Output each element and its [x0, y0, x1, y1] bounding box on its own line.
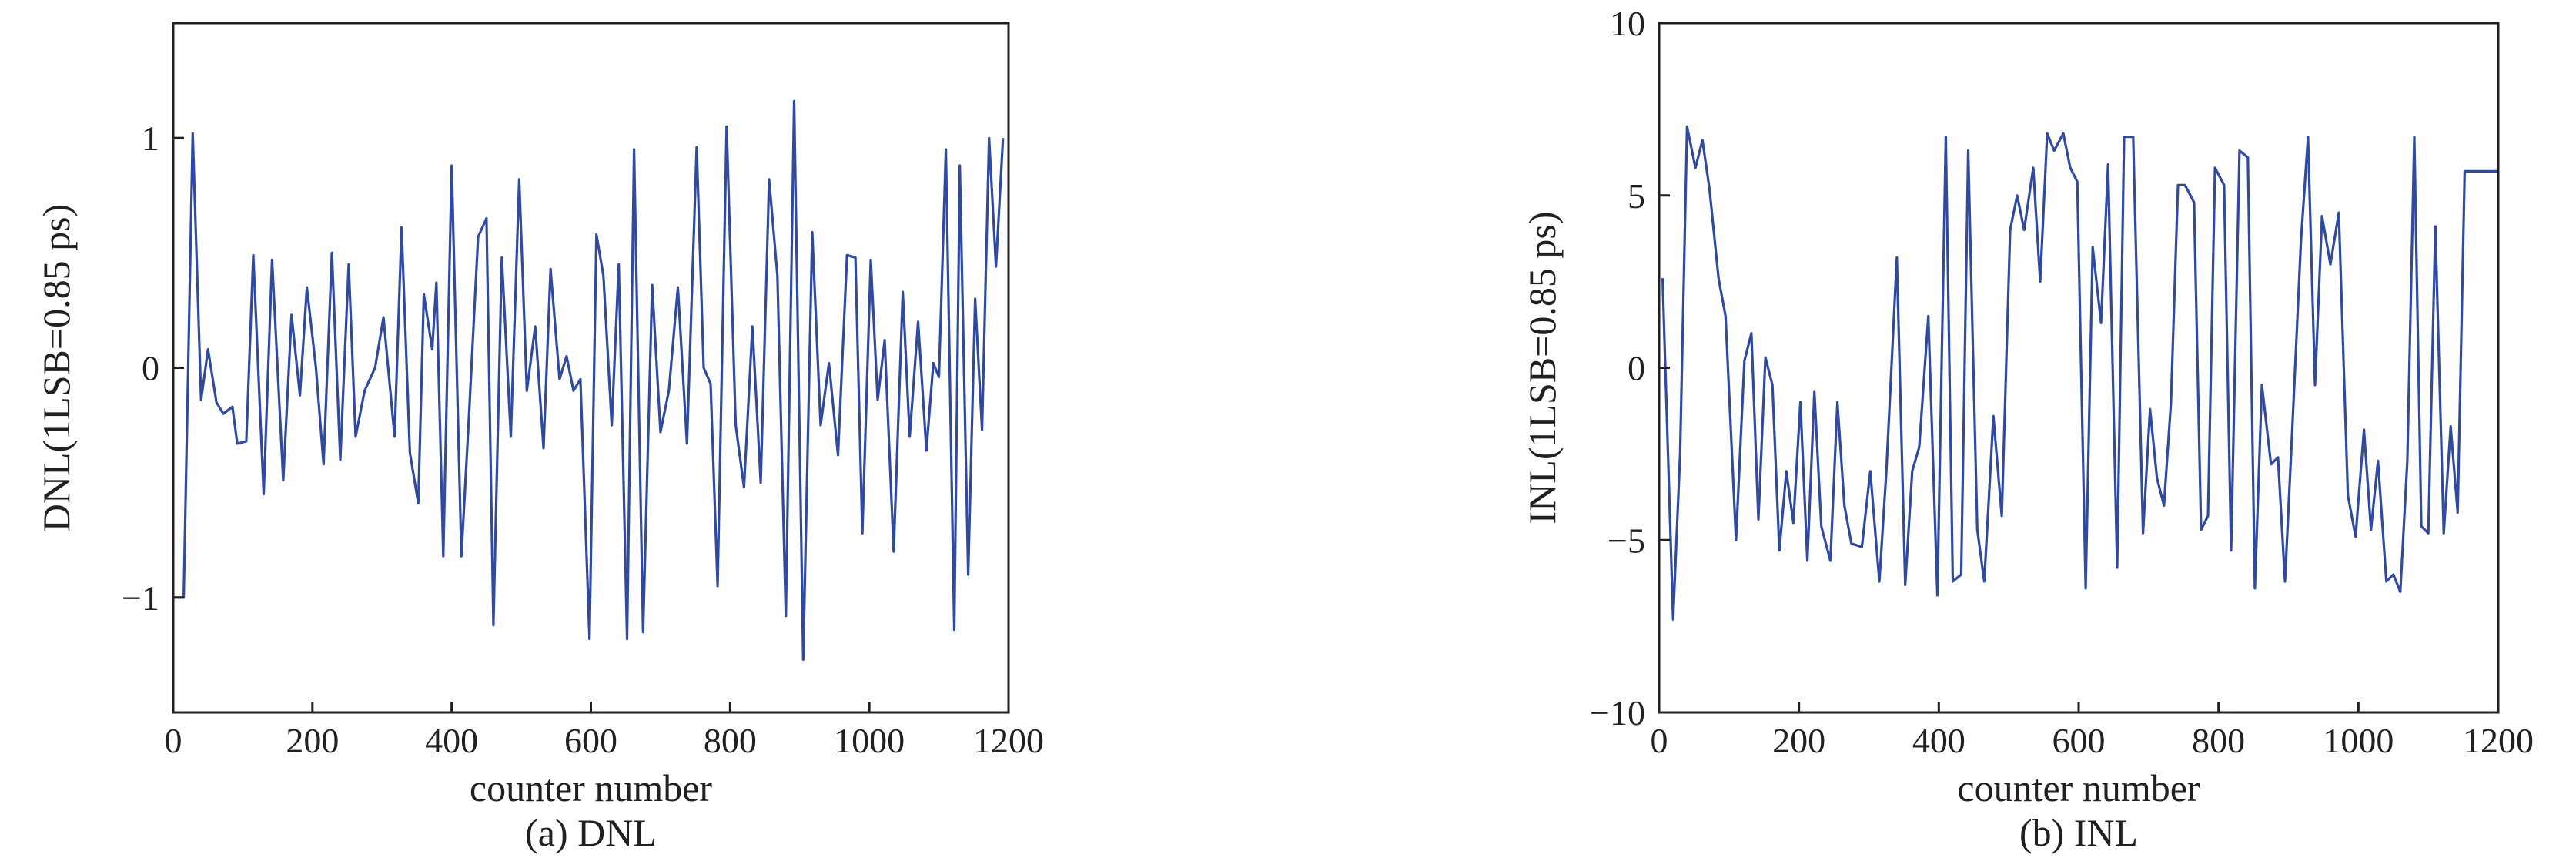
dnl-x-tick-label: 400 [425, 721, 478, 760]
inl-y-tick-label: −10 [1590, 693, 1645, 732]
inl-y-tick-label: −5 [1607, 521, 1645, 560]
inl-x-tick-label: 1000 [2323, 721, 2394, 760]
inl-series-line [1661, 125, 2498, 621]
dnl-y-tick-label: 1 [142, 119, 159, 158]
dnl-caption: (a) DNL [525, 811, 657, 854]
dnl-x-tick-label: 0 [165, 721, 182, 760]
inl-y-tick-label: 0 [1628, 349, 1645, 388]
dnl-x-axis-label: counter number [470, 766, 713, 809]
inl-x-tick-label: 400 [1912, 721, 1965, 760]
inl-panel: 0 200 400 600 800 1000 1200 10 5 0 −5 −10 counter nu… [1521, 4, 2534, 854]
inl-y-axis-label: INL(1LSB=0.85 ps) [1521, 212, 1564, 525]
dnl-x-tick-label: 800 [704, 721, 757, 760]
inl-x-tick-label: 1200 [2463, 721, 2534, 760]
dnl-y-axis-label: DNL(1LSB=0.85 ps) [35, 204, 78, 531]
inl-x-tick-label: 0 [1651, 721, 1668, 760]
dnl-y-tick-label: −1 [122, 578, 159, 618]
inl-x-tick-label: 200 [1772, 721, 1825, 760]
dnl-series-line [173, 99, 1005, 662]
dnl-y-tick-label: 0 [142, 349, 159, 388]
inl-plot-frame [1658, 22, 2500, 714]
inl-x-axis-label: counter number [1957, 766, 2200, 809]
inl-x-tick-label: 800 [2192, 721, 2245, 760]
dnl-x-tick-label: 600 [564, 721, 617, 760]
dnl-x-tick-label: 1200 [973, 721, 1044, 760]
inl-caption: (b) INL [2019, 811, 2138, 854]
inl-y-tick-label: 10 [1610, 4, 1645, 43]
dnl-x-tick-label: 200 [286, 721, 339, 760]
inl-y-tick-label: 5 [1628, 176, 1645, 216]
dnl-x-tick-label: 1000 [834, 721, 905, 760]
dnl-panel: 0 200 400 600 800 1000 1200 1 0 −1 counter number D… [35, 22, 1044, 854]
inl-x-tick-label: 600 [2052, 721, 2106, 760]
